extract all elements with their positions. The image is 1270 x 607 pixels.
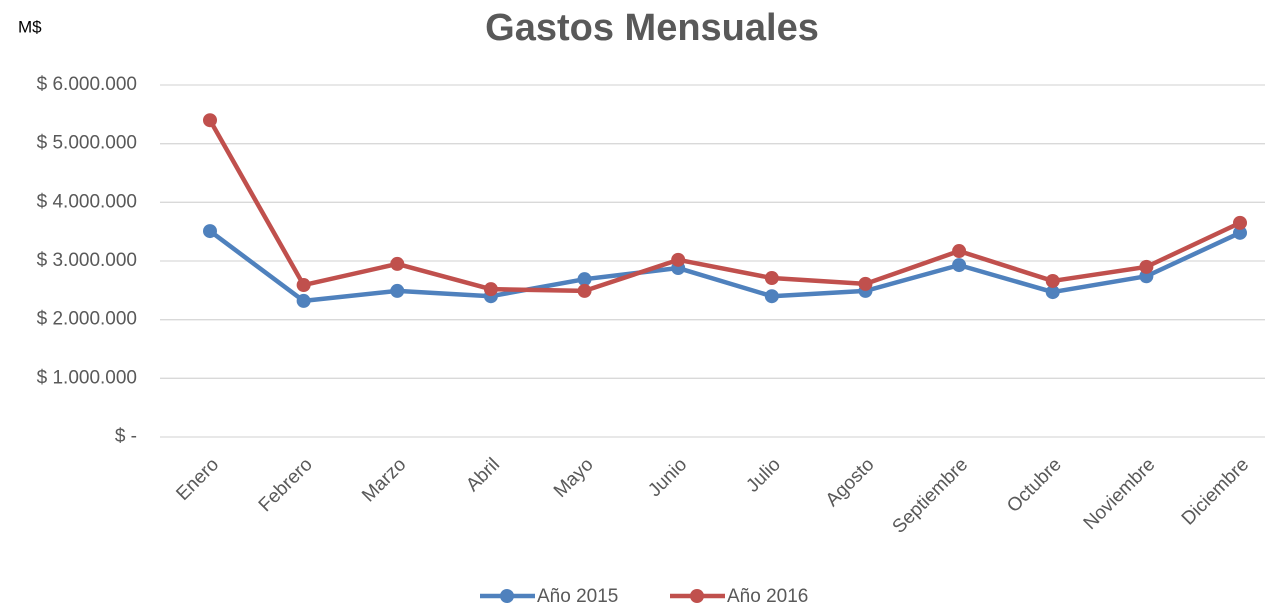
data-point (203, 224, 217, 239)
x-tick-label: Enero (172, 454, 223, 505)
series-line (208, 229, 1241, 304)
x-tick-label: Agosto (822, 454, 879, 511)
data-point (671, 252, 686, 267)
data-point (952, 258, 967, 273)
y-axis-label: M$ (18, 17, 42, 36)
legend-label: Año 2015 (537, 586, 618, 607)
data-point (577, 272, 592, 287)
data-point (764, 289, 779, 304)
data-point (1139, 259, 1154, 274)
data-point (390, 256, 405, 271)
legend-item: Año 2015 (480, 586, 618, 607)
data-point (483, 282, 498, 297)
data-point (1045, 285, 1060, 300)
x-tick-label: Febrero (255, 454, 317, 516)
legend-label: Año 2016 (727, 586, 808, 607)
y-tick-label: $ - (115, 426, 137, 447)
data-point (296, 278, 311, 293)
y-tick-label: $ 1.000.000 (37, 367, 137, 388)
data-point (1045, 273, 1060, 288)
legend-marker (500, 589, 514, 603)
x-tick-label: Abril (462, 454, 504, 496)
x-tick-label: Julio (742, 454, 784, 496)
data-point (296, 293, 311, 308)
series-line (208, 119, 1241, 294)
x-tick-label: Diciembre (1178, 454, 1253, 529)
data-point (764, 271, 779, 286)
x-tick-label: Marzo (358, 454, 410, 506)
legend-marker (690, 589, 704, 603)
data-point (1233, 215, 1247, 230)
x-tick-label: Septiembre (889, 454, 973, 538)
data-point (577, 283, 592, 298)
x-tick-label: Junio (644, 454, 691, 501)
x-tick-label: Octubre (1003, 454, 1066, 517)
y-tick-label: $ 3.000.000 (37, 250, 137, 271)
y-tick-label: $ 6.000.000 (37, 74, 137, 95)
data-point (858, 276, 873, 291)
x-tick-label: Mayo (550, 454, 598, 502)
y-tick-label: $ 5.000.000 (37, 133, 137, 154)
data-point (203, 113, 217, 128)
y-tick-label: $ 2.000.000 (37, 309, 137, 330)
data-point (390, 283, 405, 298)
y-tick-label: $ 4.000.000 (37, 191, 137, 212)
legend-item: Año 2016 (670, 586, 808, 607)
data-point (952, 244, 967, 259)
x-tick-label: Noviembre (1080, 454, 1160, 534)
data-point (1233, 225, 1247, 240)
chart-title: Gastos Mensuales (485, 7, 819, 49)
